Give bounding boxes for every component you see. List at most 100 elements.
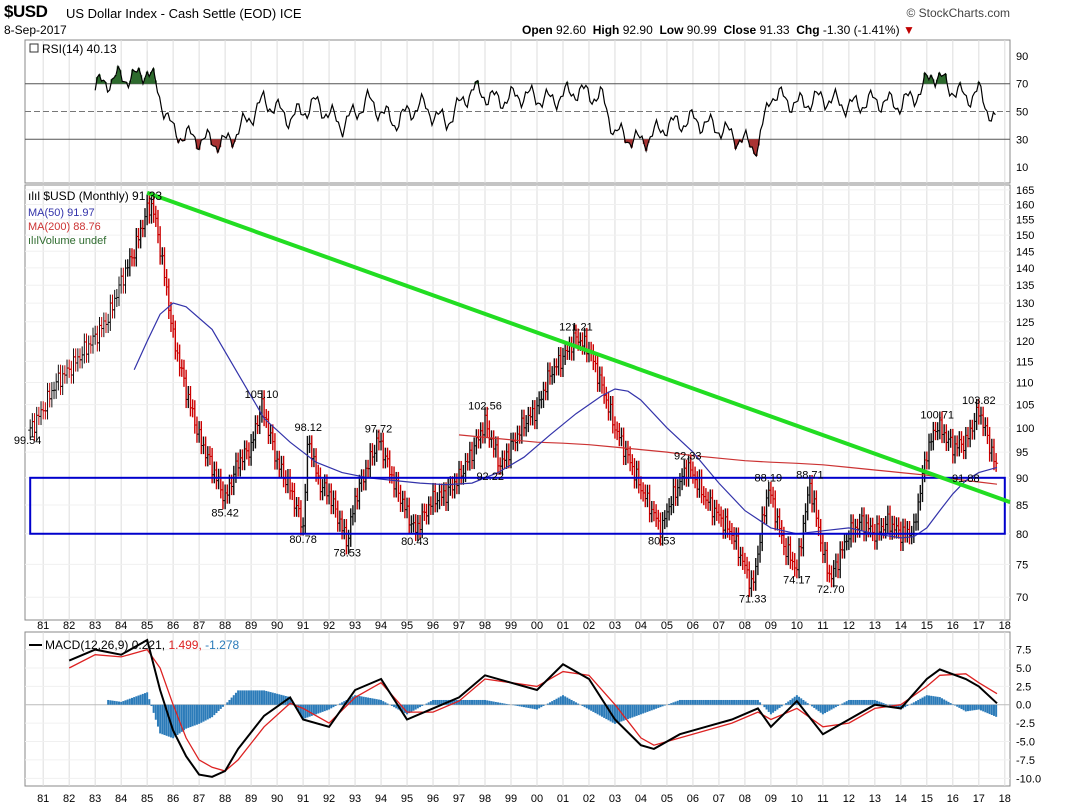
x-tick-label: 91 [297, 793, 309, 805]
ma200-line [458, 434, 998, 485]
open-label: Open [522, 23, 553, 37]
rsi-legend: RSI(14) 40.13 [42, 42, 117, 56]
close-value: 91.33 [759, 23, 790, 37]
x-tick-label: 96 [427, 620, 439, 632]
price-annotation-label: 92.22 [476, 471, 504, 483]
price-annotation-label: 103.82 [962, 395, 996, 407]
price-annotation-label: 99.54 [14, 435, 42, 447]
brand-link[interactable]: © StockCharts.com [906, 6, 1010, 20]
x-tick-label: 06 [687, 620, 699, 632]
price-tick-label: 80 [1016, 529, 1028, 541]
x-tick-label: 99 [505, 620, 517, 632]
open-value: 92.60 [556, 23, 587, 37]
x-tick-label: 88 [219, 620, 231, 632]
close-label: Close [723, 23, 757, 37]
price-annotation-label: 80.43 [401, 536, 429, 548]
rsi-tick-label: 50 [1016, 107, 1028, 119]
x-tick-label: 90 [271, 793, 283, 805]
chg-value: -1.30 (-1.41%) [822, 23, 900, 37]
price-tick-label: 110 [1016, 377, 1034, 389]
price-annotation-label: 91.88 [952, 473, 980, 485]
price-annotation-label: 98.12 [295, 422, 323, 434]
symbol: $USD [4, 2, 48, 21]
x-tick-label: 98 [479, 620, 491, 632]
price-annotation-label: 102.56 [468, 401, 502, 413]
price-tick-label: 90 [1016, 473, 1028, 485]
x-tick-label: 09 [765, 620, 777, 632]
price-legend-icon: ılıl [28, 189, 43, 203]
x-tick-label: 09 [765, 793, 777, 805]
x-tick-label: 94 [375, 793, 387, 805]
x-tick-label: 94 [375, 620, 387, 632]
x-tick-label: 87 [193, 620, 205, 632]
price-annotation-label: 80.78 [289, 534, 317, 546]
macd-legend: MACD(12,26,9) 0.221, 1.499, -1.278 [45, 638, 240, 652]
x-tick-label: 04 [635, 793, 647, 805]
hist-legend-value: -1.278 [205, 638, 239, 652]
x-tick-label: 00 [531, 620, 543, 632]
rsi-legend-icon [29, 43, 39, 53]
x-tick-label: 01 [557, 620, 569, 632]
chg-down-arrow-icon: ▼ [902, 23, 915, 37]
high-value: 92.90 [622, 23, 653, 37]
x-tick-label: 81 [37, 620, 49, 632]
price-tick-label: 95 [1016, 447, 1028, 459]
x-tick-label: 89 [245, 793, 257, 805]
x-tick-label: 99 [505, 793, 517, 805]
x-tick-label: 13 [869, 620, 881, 632]
x-tick-label: 16 [947, 793, 959, 805]
price-annotation-label: 97.72 [365, 424, 393, 436]
macd-tick-label: 2.5 [1016, 681, 1031, 693]
x-tick-label: 81 [37, 793, 49, 805]
x-tick-label: 11 [817, 793, 828, 805]
description-text: US Dollar Index - Cash Settle (EOD) [66, 6, 277, 21]
x-tick-label: 97 [453, 620, 465, 632]
signal-legend-value: 1.499, [168, 638, 201, 652]
high-label: High [592, 23, 620, 37]
price-tick-label: 115 [1016, 356, 1034, 368]
price-tick-label: 150 [1016, 230, 1034, 242]
rsi-panel: 90 70 50 30 10 RSI(14) 40.13 [24, 39, 1028, 184]
macd-tick-label: -10.0 [1016, 773, 1041, 785]
x-tick-label: 86 [167, 793, 179, 805]
x-tick-label: 14 [895, 793, 907, 805]
ma50-legend: MA(50) 91.97 [28, 207, 95, 219]
macd-tick-label: 0.0 [1016, 700, 1031, 712]
low-label: Low [659, 23, 684, 37]
x-tick-label: 18 [999, 620, 1011, 632]
x-tick-label: 17 [973, 793, 985, 805]
price-tick-label: 135 [1016, 280, 1034, 292]
x-tick-label: 83 [89, 620, 101, 632]
price-tick-label: 160 [1016, 199, 1034, 211]
price-annotation-label: 71.33 [739, 593, 767, 605]
x-tick-label: 08 [739, 793, 751, 805]
macd-tick-label: -7.5 [1016, 755, 1035, 767]
volume-legend-icon: ılıl [28, 235, 39, 247]
x-axis-lower: 81 82 83 84 85 86 87 88 89 90 91 92 93 94 95 96 97 98 99 00… [37, 793, 1011, 805]
price-annotation-label: 88.19 [755, 472, 783, 484]
x-tick-label: 95 [401, 620, 413, 632]
x-tick-label: 06 [687, 793, 699, 805]
x-tick-label: 93 [349, 793, 361, 805]
x-tick-label: 92 [323, 620, 335, 632]
exchange: ICE [279, 6, 302, 21]
rsi-line [94, 64, 996, 158]
x-axis-upper: 81 82 83 84 85 86 87 88 89 90 91 92 93 94 95 96 97 98 99 00… [37, 620, 1011, 632]
x-tick-label: 83 [89, 793, 101, 805]
x-tick-label: 12 [843, 620, 855, 632]
x-tick-label: 13 [869, 793, 881, 805]
x-tick-label: 89 [245, 620, 257, 632]
price-annotation-label: 85.42 [211, 508, 239, 520]
x-tick-label: 17 [973, 620, 985, 632]
volume-legend-text: Volume undef [39, 235, 107, 247]
rsi-tick-label: 70 [1016, 79, 1028, 91]
x-tick-label: 91 [297, 620, 309, 632]
x-tick-label: 03 [609, 793, 621, 805]
x-tick-label: 16 [947, 620, 959, 632]
ma50-line [133, 302, 998, 539]
ohlc-readout: Open 92.60 High 92.90 Low 90.99 Close 91… [522, 23, 915, 37]
x-tick-label: 98 [479, 793, 491, 805]
rsi-tick-label: 30 [1016, 134, 1028, 146]
x-tick-label: 00 [531, 793, 543, 805]
